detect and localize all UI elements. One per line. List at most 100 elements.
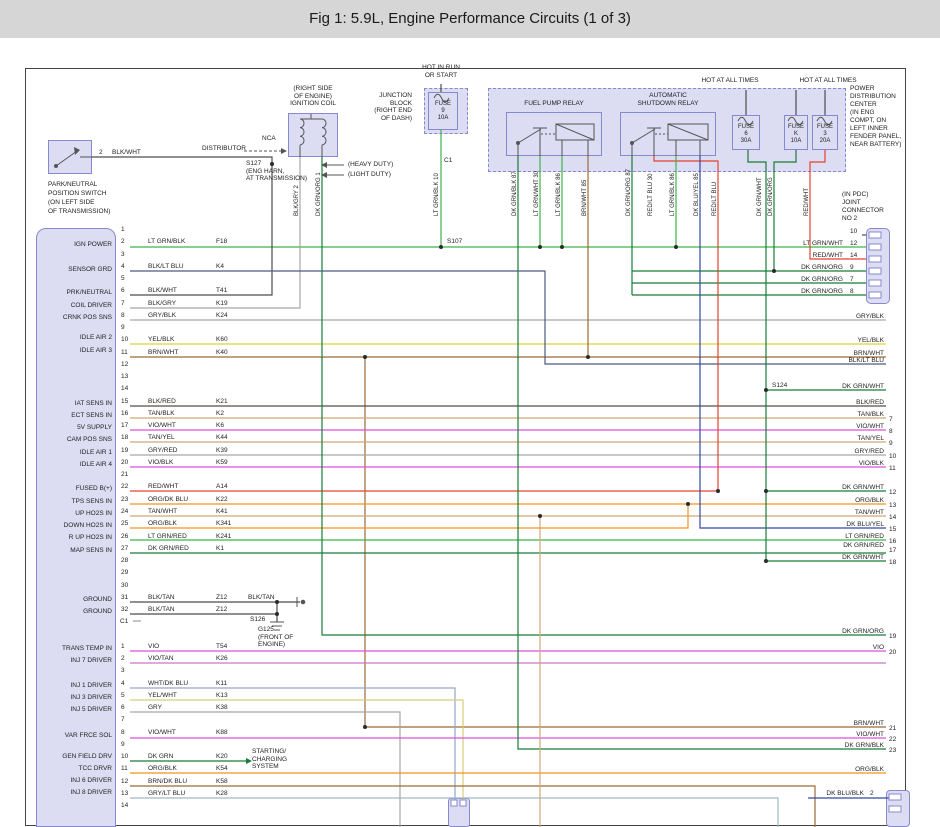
right-wire-label: DK GRN/WHT <box>842 554 884 561</box>
vertical-wire-label: LT GRN/BLK 86 <box>670 173 676 216</box>
pcm-pin-function-label: GROUND <box>83 596 112 603</box>
s107-splice-label: S107 <box>447 238 463 245</box>
right-pin-number: 10 <box>889 453 897 460</box>
circuit-number-label: K241 <box>216 532 232 540</box>
wire-color-label: BRN/DK BLU <box>148 777 188 785</box>
pcm-pin-function-label: INJ 1 DRIVER <box>70 682 112 689</box>
pcm-pin-function-label: INJ 8 DRIVER <box>70 789 112 796</box>
pcm-pin-function-label: IDLE AIR 2 <box>79 334 112 341</box>
heavy-duty-label: (HEAVY DUTY) <box>348 161 394 168</box>
pin-number: 23 <box>121 495 129 503</box>
figure-title: Fig 1: 5.9L, Engine Performance Circuits… <box>0 0 940 38</box>
vertical-wire-label: DK GRN/WHT <box>757 177 763 216</box>
pin-number: 5 <box>121 691 125 699</box>
pin-number: 1 <box>121 643 125 650</box>
circuit-number-label: K26 <box>216 655 228 663</box>
right-wire-label: VIO <box>872 644 884 651</box>
right-wire-label: GRY/BLK <box>855 313 884 320</box>
wire-color-label: VIO/WHT <box>148 728 176 736</box>
starting-charging-label: STARTING/ CHARGING SYSTEM <box>252 748 288 770</box>
fusek-label: FUSE K 10A <box>787 124 804 144</box>
pin-number: 17 <box>121 422 129 430</box>
pcm-pin-function-label: INJ 6 DRIVER <box>70 777 112 784</box>
joint-connector-box <box>866 228 890 304</box>
vertical-wire-label: DK GRN/ORG 87 <box>626 168 632 216</box>
circuit-number-label: K39 <box>216 446 228 454</box>
wire-color-label: VIO/WHT <box>148 422 176 430</box>
pin-number: 25 <box>121 520 129 528</box>
pcm-pin-function-label: PRK/NEUTRAL <box>66 289 112 296</box>
circuit-number-label: K11 <box>216 679 228 687</box>
junction-block-label: JUNCTION BLOCK (RIGHT END OF DASH) <box>374 92 412 122</box>
pcm-pin-function-label: INJ 7 DRIVER <box>70 657 112 664</box>
circuit-number-label: K58 <box>216 777 228 785</box>
pin-number: 10 <box>121 753 129 761</box>
fuel-pump-relay-label: FUEL PUMP RELAY <box>524 100 584 107</box>
circuit-number-label: K60 <box>216 336 228 344</box>
wire-color-label: BLK/GRY <box>148 299 177 307</box>
right-wire-label: VIO/BLK <box>858 460 884 467</box>
right-pin-number: 13 <box>889 502 897 509</box>
pin-number: 11 <box>121 348 128 356</box>
pin-number: 4 <box>121 679 125 687</box>
pdc-location-label: POWER DISTRIBUTION CENTER (IN ENG COMPT,… <box>850 85 902 148</box>
pin-number: 26 <box>121 532 129 540</box>
right-wire-label: ORG/BLK <box>855 497 884 504</box>
pin-number: 2 <box>121 655 125 663</box>
right-wire-label: LT GRN/WHT <box>803 240 843 247</box>
wire-color-label: TAN/WHT <box>148 507 178 515</box>
right-pin-number: 20 <box>889 649 897 656</box>
circuit-number-label: K20 <box>216 753 228 761</box>
wire-color-label: DK GRN/RED <box>148 544 189 552</box>
right-pin-number: 12 <box>850 240 858 247</box>
pin-number: 7 <box>121 299 125 307</box>
pcm-pin-function-label: IDLE AIR 1 <box>79 449 112 456</box>
distributor-label: DISTRIBUTOR <box>202 145 246 152</box>
pcm-pin-function-label: INJ 3 DRIVER <box>70 694 112 701</box>
pin-number: 14 <box>121 801 129 809</box>
wire-color-label: GRY/LT BLU <box>148 789 186 797</box>
right-pin-number: 19 <box>889 633 897 640</box>
pcm-pin-function-label: VAR FRCE SOL <box>64 732 112 739</box>
right-wire-label: RED/WHT <box>812 252 843 259</box>
pin-number: 29 <box>121 569 129 577</box>
wire-color-label: ORG/BLK <box>148 520 177 528</box>
right-wire-label: DK GRN/ORG <box>801 264 843 271</box>
pcm-pin-function-label: SENSOR GRD <box>68 266 112 273</box>
pin-number: 22 <box>121 483 129 491</box>
wire-color-label: ORG/BLK <box>148 765 177 773</box>
right-wire-label: VIO/WHT <box>856 731 884 738</box>
pin-number: 24 <box>121 507 129 515</box>
circuit-number-label: K54 <box>216 765 228 773</box>
right-pin-number: 21 <box>889 725 897 732</box>
pn-wire-pin-number: 2 <box>99 149 103 156</box>
ignition-coil-box <box>288 113 338 157</box>
circuit-number-label: K13 <box>216 691 228 699</box>
right-wire-label: DK GRN/RED <box>843 542 884 549</box>
wire-color-label: YEL/BLK <box>148 336 175 344</box>
pcm-pin-function-label: GEN FIELD DRV <box>62 753 112 760</box>
pin-number: 13 <box>121 789 129 797</box>
fuel-pump-relay-box <box>506 112 602 156</box>
vertical-wire-label: LT GRN/WHT 30 <box>534 170 540 216</box>
pin-number: 28 <box>121 557 129 565</box>
wire-color-label: TAN/YEL <box>148 434 175 442</box>
right-pin-number: 9 <box>889 440 893 447</box>
right-pin-number: 7 <box>889 416 893 423</box>
bottom-right-connector-box <box>886 790 910 827</box>
right-pin-number: 9 <box>850 264 854 271</box>
pcm-pin-function-label: ECT SENS IN <box>71 412 112 419</box>
circuit-number-label: T41 <box>216 287 228 295</box>
wire-color-label: GRY/BLK <box>148 311 177 319</box>
pin-number: 21 <box>121 471 129 479</box>
right-pin-number: 18 <box>889 559 897 566</box>
right-pin-number: 11 <box>889 465 896 472</box>
wire-color-label: BLK/TAN <box>148 606 175 614</box>
hot-at-all-times-label-1: HOT AT ALL TIMES <box>701 77 759 84</box>
pin-number: 3 <box>121 667 125 675</box>
pin-number: 3 <box>121 250 125 258</box>
right-wire-label: DK GRN/WHT <box>842 383 884 390</box>
fuse6-label: FUSE 6 30A <box>737 124 754 144</box>
pin-number: 8 <box>121 728 125 736</box>
